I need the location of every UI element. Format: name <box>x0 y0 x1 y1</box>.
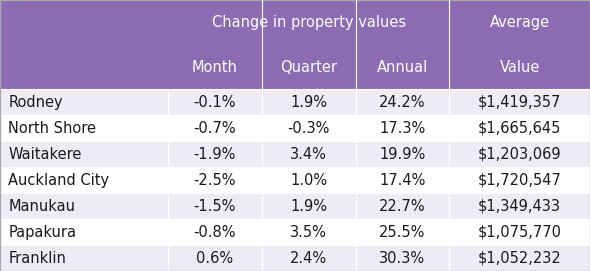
Bar <box>0 193 168 219</box>
Bar <box>356 167 450 193</box>
Text: 1.9%: 1.9% <box>290 199 327 214</box>
Text: 0.6%: 0.6% <box>196 250 234 266</box>
Bar <box>168 0 450 45</box>
Bar <box>168 45 262 89</box>
Bar <box>0 141 168 167</box>
Text: 3.4%: 3.4% <box>290 147 327 162</box>
Bar <box>0 167 168 193</box>
Bar <box>0 219 168 245</box>
Text: 19.9%: 19.9% <box>379 147 425 162</box>
Bar <box>450 167 590 193</box>
Text: 2.4%: 2.4% <box>290 250 327 266</box>
Text: -0.7%: -0.7% <box>194 121 236 136</box>
Bar <box>450 89 590 115</box>
Text: Month: Month <box>192 60 238 75</box>
Bar <box>450 193 590 219</box>
Text: -0.1%: -0.1% <box>194 95 236 110</box>
Text: 22.7%: 22.7% <box>379 199 426 214</box>
Text: $1,075,770: $1,075,770 <box>478 225 562 240</box>
Text: Papakura: Papakura <box>8 225 76 240</box>
Bar <box>356 45 450 89</box>
Text: -0.8%: -0.8% <box>194 225 236 240</box>
Bar <box>0 45 168 89</box>
Bar <box>0 89 168 115</box>
Bar <box>262 245 356 271</box>
Text: -1.5%: -1.5% <box>194 199 236 214</box>
Text: -1.9%: -1.9% <box>194 147 236 162</box>
Bar <box>262 89 356 115</box>
Bar <box>168 89 262 115</box>
Bar <box>450 219 590 245</box>
Text: Value: Value <box>500 60 540 75</box>
Text: Auckland City: Auckland City <box>8 173 110 188</box>
Bar <box>0 0 168 45</box>
Text: -0.3%: -0.3% <box>287 121 330 136</box>
Bar <box>450 45 590 89</box>
Text: $1,419,357: $1,419,357 <box>478 95 561 110</box>
Bar <box>262 141 356 167</box>
Text: 30.3%: 30.3% <box>379 250 425 266</box>
Text: 3.5%: 3.5% <box>290 225 327 240</box>
Bar <box>356 193 450 219</box>
Text: $1,720,547: $1,720,547 <box>478 173 562 188</box>
Text: $1,665,645: $1,665,645 <box>478 121 561 136</box>
Bar <box>450 115 590 141</box>
Text: 17.3%: 17.3% <box>379 121 425 136</box>
Bar <box>450 245 590 271</box>
Text: Average: Average <box>490 15 550 30</box>
Bar <box>262 167 356 193</box>
Bar <box>262 193 356 219</box>
Text: $1,349,433: $1,349,433 <box>478 199 561 214</box>
Bar <box>168 245 262 271</box>
Bar <box>168 115 262 141</box>
Text: 1.0%: 1.0% <box>290 173 327 188</box>
Bar <box>0 115 168 141</box>
Bar <box>168 193 262 219</box>
Text: Franklin: Franklin <box>8 250 66 266</box>
Text: 25.5%: 25.5% <box>379 225 425 240</box>
Bar <box>450 0 590 45</box>
Bar <box>262 115 356 141</box>
Text: North Shore: North Shore <box>8 121 96 136</box>
Text: 24.2%: 24.2% <box>379 95 425 110</box>
Bar <box>168 219 262 245</box>
Text: Quarter: Quarter <box>280 60 337 75</box>
Text: Annual: Annual <box>377 60 428 75</box>
Bar <box>168 167 262 193</box>
Bar <box>356 219 450 245</box>
Text: Rodney: Rodney <box>8 95 63 110</box>
Text: 17.4%: 17.4% <box>379 173 425 188</box>
Text: $1,203,069: $1,203,069 <box>478 147 562 162</box>
Text: $1,052,232: $1,052,232 <box>478 250 562 266</box>
Text: -2.5%: -2.5% <box>194 173 236 188</box>
Bar <box>356 245 450 271</box>
Bar <box>450 141 590 167</box>
Bar <box>262 219 356 245</box>
Text: Waitakere: Waitakere <box>8 147 82 162</box>
Bar <box>168 141 262 167</box>
Text: Manukau: Manukau <box>8 199 76 214</box>
Text: Change in property values: Change in property values <box>212 15 406 30</box>
Bar <box>262 45 356 89</box>
Text: 1.9%: 1.9% <box>290 95 327 110</box>
Bar <box>356 141 450 167</box>
Bar <box>356 89 450 115</box>
Bar <box>356 115 450 141</box>
Bar <box>0 245 168 271</box>
